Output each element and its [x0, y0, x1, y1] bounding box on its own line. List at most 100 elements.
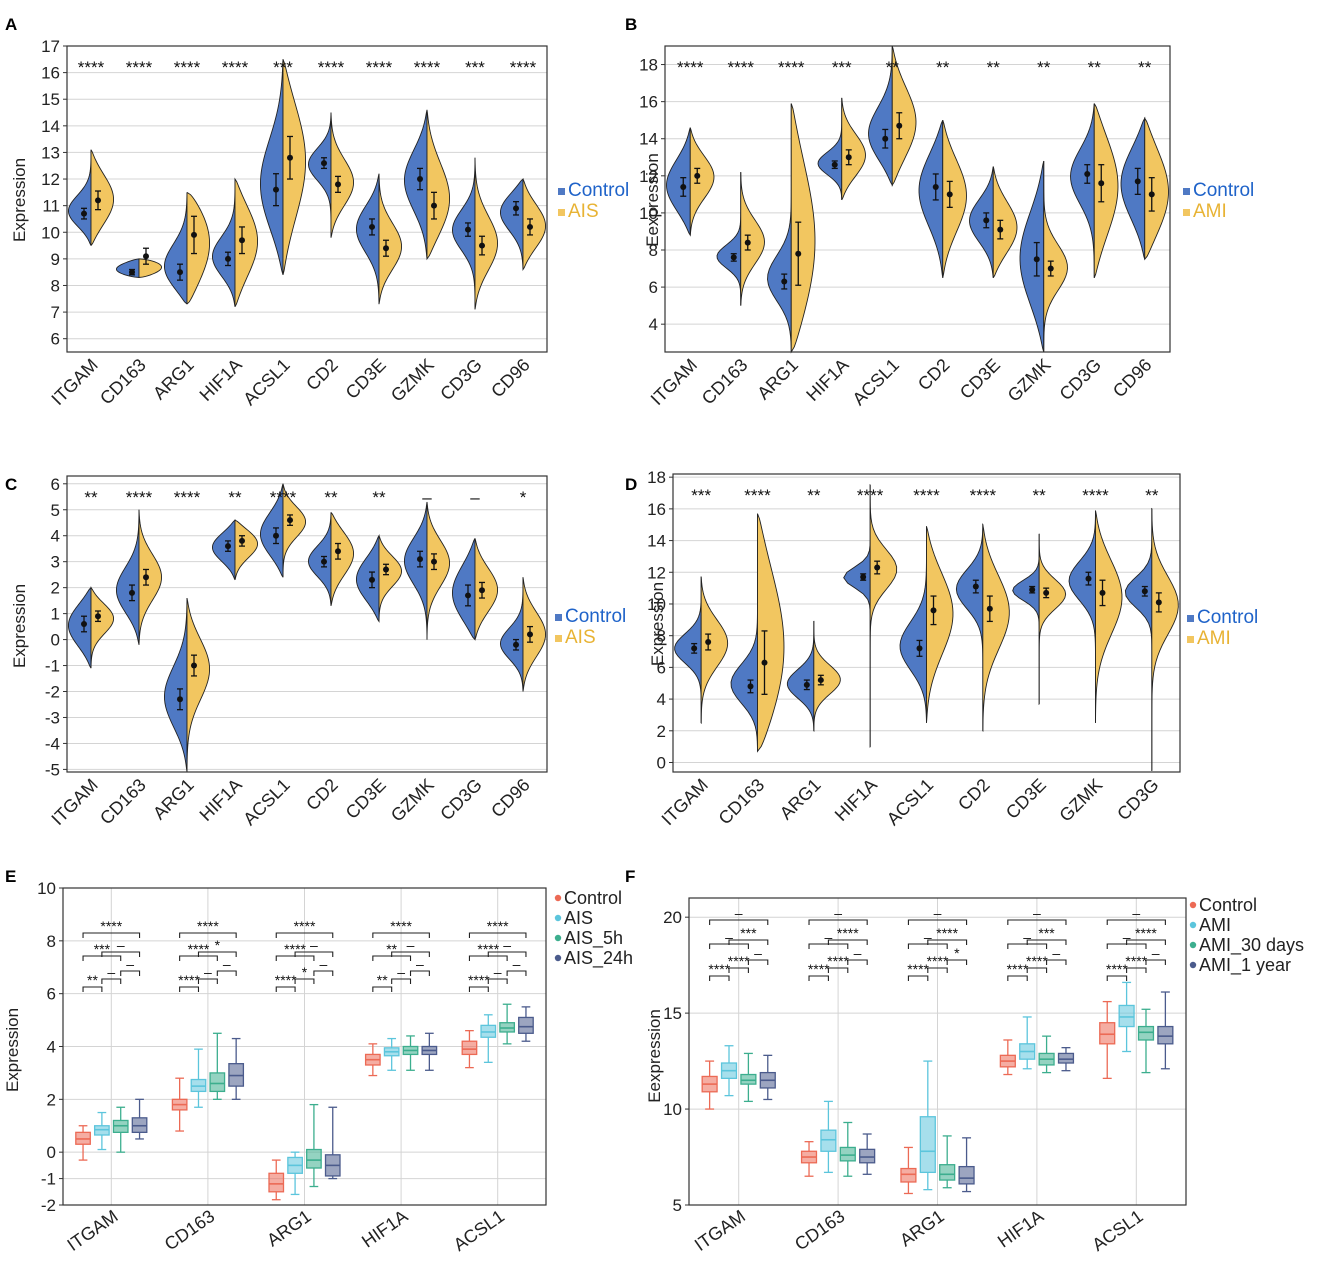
legend-label: AMI_1 year	[1199, 955, 1291, 976]
significance-label: ***	[1038, 925, 1055, 941]
significance-label: –	[1123, 929, 1131, 945]
violin-control-ITGAM	[67, 586, 92, 669]
legend-swatch	[1189, 901, 1197, 909]
violin-case-CD163	[740, 172, 765, 306]
x-tick-label: ARG1	[896, 1206, 948, 1251]
significance-label: **	[1037, 58, 1051, 77]
violin-case-CD163	[138, 509, 163, 645]
mean-point	[431, 558, 437, 565]
significance-label: –	[310, 937, 318, 953]
y-tick-label: 0	[47, 1143, 56, 1162]
x-tick-label: CD96	[1109, 355, 1156, 402]
significance-bracket	[275, 986, 296, 992]
mean-point	[1047, 265, 1054, 272]
mean-point	[191, 231, 197, 238]
significance-label: ****	[477, 941, 499, 957]
significance-bracket	[391, 978, 412, 984]
significance-bracket	[294, 951, 334, 957]
legend-swatch	[554, 914, 562, 922]
violin-case-CD2	[330, 512, 355, 606]
mean-point	[817, 677, 824, 684]
y-tick-label: 18	[647, 468, 666, 487]
mean-point	[705, 639, 712, 646]
significance-label: –	[319, 956, 327, 972]
box-AMI_30 days	[939, 1164, 956, 1181]
violin-case-ACSL1	[282, 483, 307, 578]
mean-point	[1098, 180, 1105, 187]
significance-label: **	[228, 488, 242, 507]
mean-point	[417, 176, 423, 183]
significance-label: **	[87, 972, 98, 988]
box-AMI	[1118, 1004, 1135, 1028]
significance-bracket	[709, 975, 730, 981]
plot-frame	[672, 473, 1181, 773]
mean-point	[527, 631, 533, 638]
significance-label: ****	[100, 918, 122, 934]
box-AMI_1 year	[1057, 1052, 1075, 1064]
significance-label: –	[834, 905, 842, 921]
y-tick-label: 8	[649, 241, 658, 260]
violin-case-ARG1	[790, 103, 816, 354]
significance-label: –	[924, 929, 932, 945]
mean-point	[781, 278, 788, 285]
violin-case-CD3E	[1038, 533, 1067, 706]
plot-frame	[66, 475, 548, 773]
y-tick-label: 12	[639, 167, 658, 186]
mean-point	[225, 255, 231, 262]
x-tick-label: CD3E	[956, 355, 1004, 403]
mean-point	[287, 154, 293, 161]
violin-control-CD3G	[1070, 103, 1095, 278]
plot-frame	[66, 45, 548, 353]
y-tick-label: -2	[41, 1196, 56, 1215]
box-AIS_24h	[518, 1016, 534, 1034]
y-tick-label: 15	[663, 1004, 682, 1023]
violin-case-HIF1A	[841, 97, 866, 201]
violin-control-ARG1	[163, 598, 188, 773]
significance-bracket	[1106, 919, 1166, 925]
violin-case-ACSL1	[891, 45, 917, 187]
box-Control	[900, 1167, 917, 1183]
mean-point	[694, 172, 701, 179]
mean-point	[465, 226, 471, 233]
x-tick-label: GZMK	[1004, 355, 1055, 406]
plot-frame	[62, 887, 547, 1206]
legend-label: Control	[565, 606, 626, 627]
x-tick-label: ITGAM	[47, 355, 101, 409]
legend-label: Control	[1199, 895, 1257, 915]
y-tick-label: 5	[51, 501, 60, 520]
y-tick-label: 5	[673, 1196, 682, 1215]
violin-case-CD2	[942, 120, 967, 278]
significance-label: ****	[857, 486, 884, 505]
x-tick-label: CD96	[487, 775, 534, 822]
violin-case-GZMK	[1095, 510, 1123, 723]
significance-label: ****	[468, 972, 490, 988]
mean-point	[273, 532, 279, 539]
y-tick-label: 6	[649, 278, 658, 297]
x-tick-label: ITGAM	[691, 1206, 749, 1255]
significance-bracket	[468, 986, 489, 992]
significance-label: **	[324, 488, 338, 507]
x-tick-label: CD3G	[1113, 775, 1163, 825]
significance-label: –	[204, 964, 212, 980]
significance-label: ****	[126, 58, 153, 77]
legend-label: AIS	[564, 908, 593, 928]
y-tick-label: 18	[639, 56, 658, 75]
box-Control	[1099, 1022, 1116, 1045]
y-tick-label: 16	[639, 93, 658, 112]
significance-bracket	[391, 951, 430, 957]
significance-label: ****	[936, 925, 958, 941]
y-tick-label: 11	[42, 197, 60, 216]
significance-bracket	[907, 919, 968, 925]
violin-case-GZMK	[1043, 160, 1068, 353]
y-tick-label: 8	[51, 276, 60, 295]
legend-swatch	[554, 934, 562, 942]
x-tick-label: HIF1A	[196, 355, 246, 405]
mean-point	[369, 223, 375, 230]
plot-frame	[664, 45, 1171, 353]
mean-point	[1043, 589, 1050, 596]
box-AMI	[820, 1129, 837, 1152]
significance-label: ****	[270, 488, 297, 507]
mean-point	[129, 589, 135, 596]
box-Control	[461, 1040, 478, 1056]
